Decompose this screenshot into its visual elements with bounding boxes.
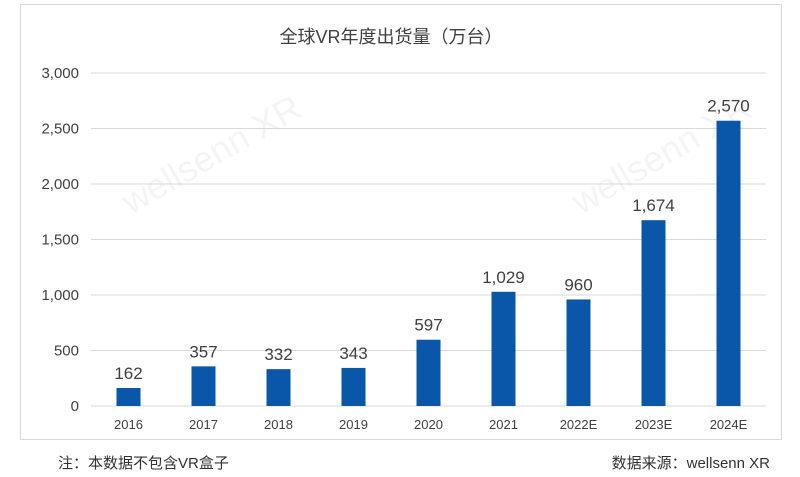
y-tick-label: 2,500 [41, 121, 79, 138]
bar [116, 388, 141, 406]
x-tick-label: 2019 [339, 417, 368, 432]
y-tick-label: 3,000 [41, 65, 79, 82]
data-label: 1,029 [482, 268, 525, 287]
data-label: 162 [114, 364, 142, 383]
bar [716, 120, 741, 406]
y-axis: 0 500 1,000 1,500 2,000 2,500 3,000 [41, 65, 79, 415]
chart-frame: wellsenn XR wellsenn XR 全球VR年度出货量（万台） 05… [20, 4, 782, 440]
data-label: 960 [564, 275, 592, 294]
bar [641, 220, 666, 406]
bar-chart: wellsenn XR wellsenn XR 全球VR年度出货量（万台） 05… [41, 27, 766, 432]
x-axis: 2016 2017 2018 2019 2020 2021 2022E 2023E 2024E [114, 417, 748, 432]
bar [416, 339, 441, 406]
x-tick-label: 2016 [114, 417, 143, 432]
x-tick-label: 2023E [635, 417, 673, 432]
data-label: 343 [339, 344, 367, 363]
bar [266, 369, 291, 406]
data-labels: 162 357 332 343 597 1,029 960 1,674 2,570 [114, 97, 749, 383]
data-label: 597 [414, 316, 442, 335]
footnote: 注：本数据不包含VR盒子 [58, 455, 229, 472]
x-tick-label: 2020 [414, 417, 443, 432]
bar [491, 291, 516, 406]
x-tick-label: 2018 [264, 417, 293, 432]
x-tick-label: 2024E [710, 417, 748, 432]
x-tick-label: 2021 [489, 417, 518, 432]
y-tick-label: 0 [71, 398, 79, 415]
y-tick-label: 1,000 [41, 287, 79, 304]
bar [341, 367, 366, 406]
chart-title: 全球VR年度出货量（万台） [279, 27, 502, 47]
data-label: 1,674 [632, 196, 675, 215]
x-tick-label: 2022E [560, 417, 598, 432]
y-tick-label: 1,500 [41, 232, 79, 249]
x-tick-label: 2017 [189, 417, 218, 432]
source-note: 数据来源：wellsenn XR [611, 455, 770, 472]
y-tick-label: 2,000 [41, 176, 79, 193]
bar [566, 299, 591, 406]
data-label: 357 [189, 342, 217, 361]
data-label: 332 [264, 345, 292, 364]
y-tick-label: 500 [54, 343, 79, 360]
bar [191, 366, 216, 406]
data-label: 2,570 [707, 97, 750, 116]
watermark: wellsenn XR [114, 86, 309, 222]
bars [116, 120, 741, 406]
